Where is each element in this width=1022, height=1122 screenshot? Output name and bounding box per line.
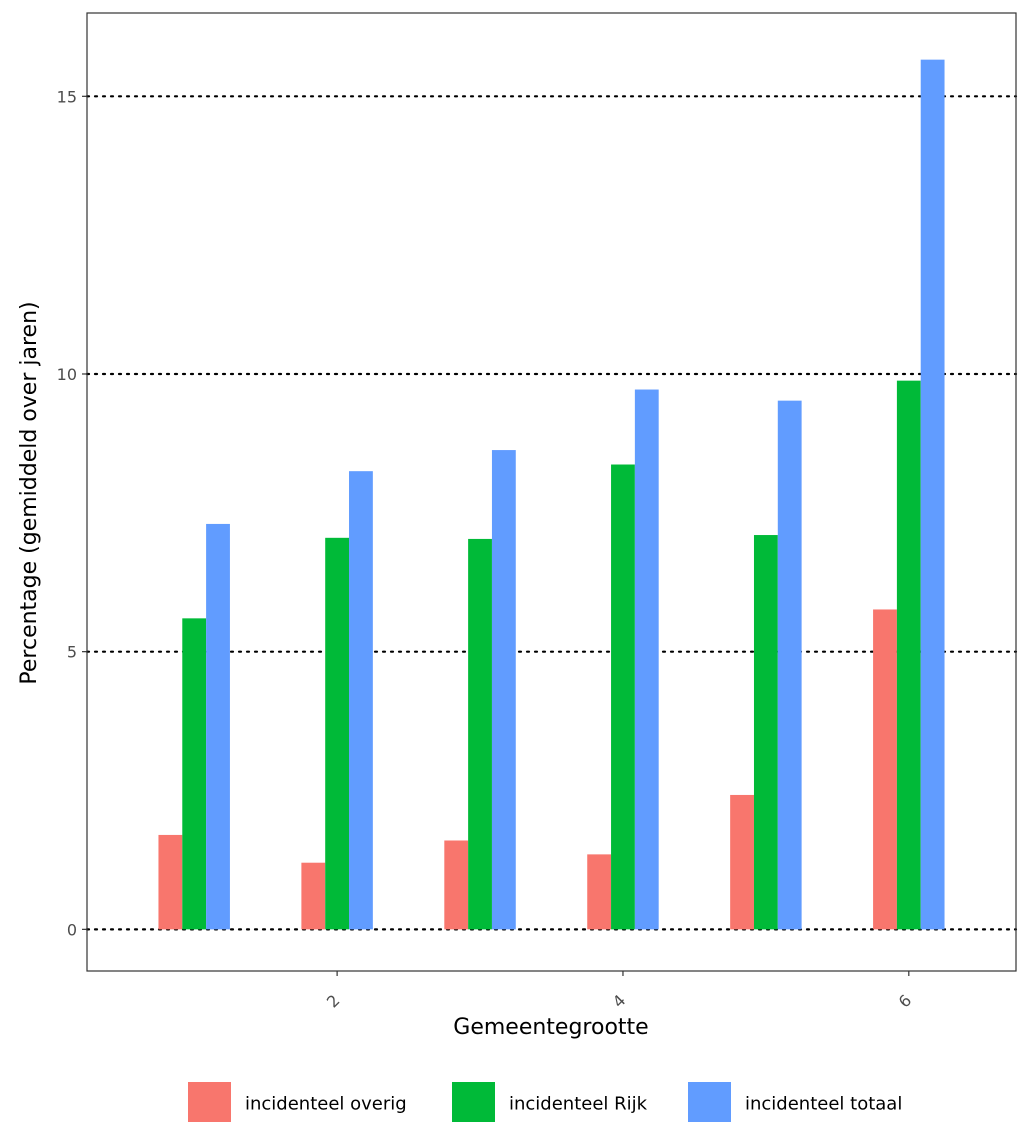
y-tick-label-3: 15 (57, 87, 77, 106)
bar-series-1-x-3 (444, 840, 469, 930)
legend-key-3 (688, 1082, 731, 1122)
y-axis-title: Percentage (gemiddeld over jaren) (17, 301, 42, 684)
bar-series-3-x-3 (491, 450, 516, 930)
legend-key-1 (188, 1082, 231, 1122)
x-tick-label-1: 4 (609, 991, 630, 1012)
bar-series-3-x-4 (634, 389, 659, 930)
bar-series-1-x-1 (158, 834, 183, 930)
y-axis: 0 5 10 15 (57, 87, 87, 939)
bar-series-3-x-1 (206, 523, 230, 930)
x-axis-title: Gemeentegrootte (453, 1015, 648, 1040)
bar-series-3-x-5 (777, 400, 802, 930)
bar-series-2-x-6 (896, 380, 921, 930)
bar-series-1-x-2 (301, 862, 326, 930)
legend-key-2 (452, 1082, 495, 1122)
bar-series-1-x-6 (873, 609, 897, 930)
bar-series-3-x-6 (920, 59, 945, 930)
bars (158, 59, 945, 930)
y-tick-label-1: 5 (67, 643, 77, 662)
y-tick-label-2: 10 (57, 365, 77, 384)
bar-series-2-x-5 (753, 535, 778, 930)
y-tick-label-0: 0 (67, 920, 77, 939)
bar-series-1-x-4 (587, 854, 612, 930)
bar-series-2-x-2 (325, 537, 350, 930)
bar-series-2-x-1 (182, 618, 207, 930)
legend-label-3: incidenteel totaal (745, 1094, 902, 1115)
legend-label-1: incidenteel overig (245, 1094, 407, 1115)
x-axis: 2 4 6 (323, 971, 915, 1011)
bar-series-2-x-4 (611, 464, 635, 930)
x-tick-label-2: 6 (895, 991, 916, 1012)
bar-series-2-x-3 (468, 538, 492, 930)
legend-label-2: incidenteel Rijk (509, 1094, 648, 1115)
bar-series-1-x-5 (730, 794, 754, 930)
x-tick-label-0: 2 (323, 991, 344, 1012)
legend: incidenteel overig incidenteel Rijk incide… (188, 1082, 902, 1122)
gridlines (85, 95, 1018, 931)
bar-series-3-x-2 (349, 471, 373, 930)
plot-panel-border (86, 12, 1017, 972)
